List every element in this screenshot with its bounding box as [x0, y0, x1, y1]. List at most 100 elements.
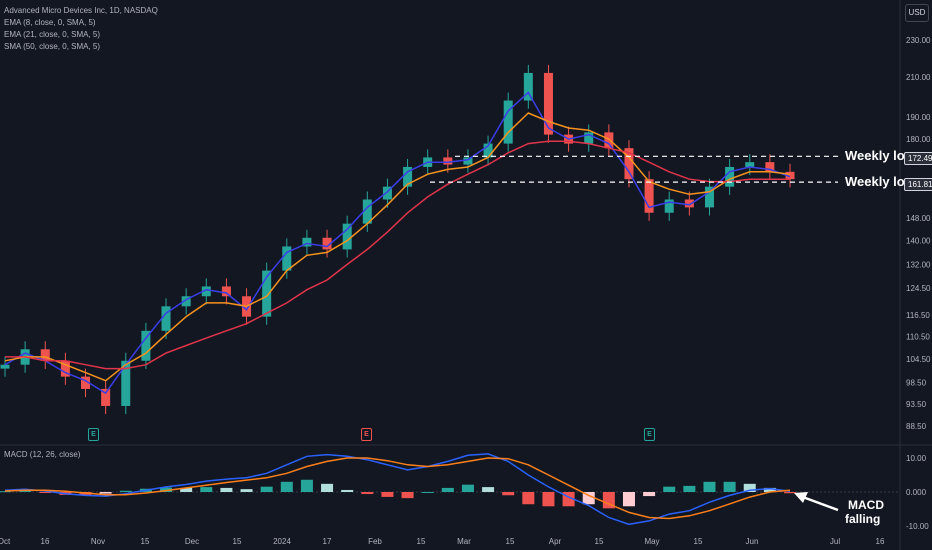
- sma50-line: [5, 140, 790, 370]
- candle-body: [523, 72, 533, 101]
- sma50-legend[interactable]: SMA (50, close, 0, SMA, 5): [4, 42, 101, 51]
- macd-histogram-bar: [300, 479, 313, 492]
- x-tick-label: 15: [595, 537, 604, 546]
- candle-body: [584, 132, 594, 144]
- x-tick-label: Mar: [457, 537, 471, 546]
- ema21-legend[interactable]: EMA (21, close, 0, SMA, 5): [4, 30, 101, 39]
- earnings-event-icon[interactable]: E: [361, 428, 372, 441]
- macd-histogram-bar: [361, 492, 374, 495]
- weekly-low-label-2: Weekly low: [845, 174, 915, 189]
- macd-histogram-bar: [260, 486, 273, 492]
- price-badge-161: 161.81: [904, 178, 932, 191]
- macd-histogram-bar: [723, 481, 736, 492]
- x-tick-label: 2024: [273, 537, 291, 546]
- price-tick-label: 110.50: [906, 332, 930, 341]
- macd-histogram-bar: [602, 492, 615, 509]
- ema21-line: [4, 112, 791, 382]
- macd-tick-label: 0.000: [906, 488, 927, 497]
- x-tick-label: 15: [233, 537, 242, 546]
- price-tick-label: 116.50: [906, 311, 930, 320]
- currency-button[interactable]: USD: [905, 4, 929, 22]
- candle-body: [282, 246, 292, 271]
- macd-histogram-bar: [683, 485, 696, 492]
- signal-line: [4, 457, 791, 520]
- candle-body: [765, 162, 775, 172]
- macd-histogram-bar: [321, 483, 334, 492]
- macd-histogram-bar: [341, 489, 354, 492]
- candle-body: [443, 157, 453, 165]
- ema8-line: [4, 91, 791, 395]
- candle-body: [503, 100, 513, 144]
- x-tick-label: 15: [506, 537, 515, 546]
- macd-histogram-bar: [381, 492, 394, 497]
- macd-histogram-bar: [401, 492, 414, 499]
- macd-histogram-bar: [743, 483, 756, 492]
- price-tick-label: 93.50: [906, 400, 927, 409]
- candle-body: [543, 72, 553, 135]
- candle-body: [81, 376, 91, 389]
- macd-histogram-bar: [643, 492, 656, 497]
- weekly-low-label-1: Weekly low: [845, 148, 915, 163]
- candle-body: [463, 157, 473, 165]
- x-tick-label: 15: [141, 537, 150, 546]
- candle-body: [644, 179, 654, 213]
- macd-histogram-bar: [99, 492, 112, 494]
- macd-histogram-bar: [461, 484, 474, 492]
- macd-histogram-bar: [19, 490, 32, 492]
- candle-body: [302, 237, 312, 247]
- macd-histogram-bar: [160, 487, 173, 492]
- candle-body: [60, 360, 70, 377]
- macd-histogram-bar: [240, 489, 253, 492]
- x-tick-label: 16: [876, 537, 885, 546]
- macd-tick-label: 10.00: [906, 454, 927, 463]
- earnings-event-icon[interactable]: E: [644, 428, 655, 441]
- candle-body: [362, 199, 372, 224]
- candle-body: [403, 166, 413, 187]
- price-tick-label: 140.00: [906, 237, 931, 246]
- price-tick-label: 88.50: [906, 422, 927, 431]
- candle-body: [785, 171, 795, 180]
- x-tick-label: Nov: [91, 537, 105, 546]
- candle-body: [141, 330, 151, 361]
- macd-histogram-bar: [502, 492, 515, 496]
- price-tick-label: 104.50: [906, 355, 931, 364]
- macd-arrow-head: [794, 492, 808, 503]
- ema8-legend[interactable]: EMA (8, close, 0, SMA, 5): [4, 18, 96, 27]
- x-tick-label: Apr: [549, 537, 562, 546]
- price-tick-label: 124.50: [906, 284, 931, 293]
- macd-histogram-bar: [441, 487, 454, 492]
- macd-tick-label: -10.00: [906, 522, 929, 531]
- x-tick-label: Feb: [368, 537, 382, 546]
- macd-histogram-bar: [482, 487, 495, 492]
- chart-title: Advanced Micro Devices Inc, 1D, NASDAQ: [4, 6, 158, 15]
- candle-body: [161, 306, 171, 331]
- macd-histogram-bar: [703, 481, 716, 492]
- macd-histogram-bar: [663, 486, 676, 492]
- candle-body: [382, 186, 392, 200]
- candle-body: [181, 296, 191, 307]
- candle-body: [201, 286, 211, 297]
- price-tick-label: 230.00: [906, 36, 931, 45]
- x-tick-label: Jul: [830, 537, 840, 546]
- macd-legend[interactable]: MACD (12, 26, close): [4, 450, 81, 459]
- x-tick-label: 15: [694, 537, 703, 546]
- price-tick-label: 190.00: [906, 113, 931, 122]
- candle-body: [101, 388, 111, 406]
- candle-body: [704, 186, 714, 208]
- macd-histogram-bar: [763, 487, 776, 492]
- macd-histogram-bar: [522, 492, 535, 505]
- macd-arrow-shaft: [799, 494, 839, 512]
- x-tick-label: 17: [323, 537, 332, 546]
- x-tick-label: 16: [41, 537, 50, 546]
- earnings-event-icon[interactable]: E: [88, 428, 99, 441]
- x-tick-label: Jun: [746, 537, 759, 546]
- price-badge-172: 172.49: [904, 152, 932, 165]
- macd-histogram-bar: [421, 492, 434, 493]
- macd-histogram-bar: [200, 487, 213, 492]
- candle-body: [745, 162, 755, 167]
- price-tick-label: 180.00: [906, 135, 931, 144]
- candle-body: [322, 237, 332, 250]
- x-tick-label: Dec: [185, 537, 199, 546]
- macd-histogram-bar: [622, 492, 635, 507]
